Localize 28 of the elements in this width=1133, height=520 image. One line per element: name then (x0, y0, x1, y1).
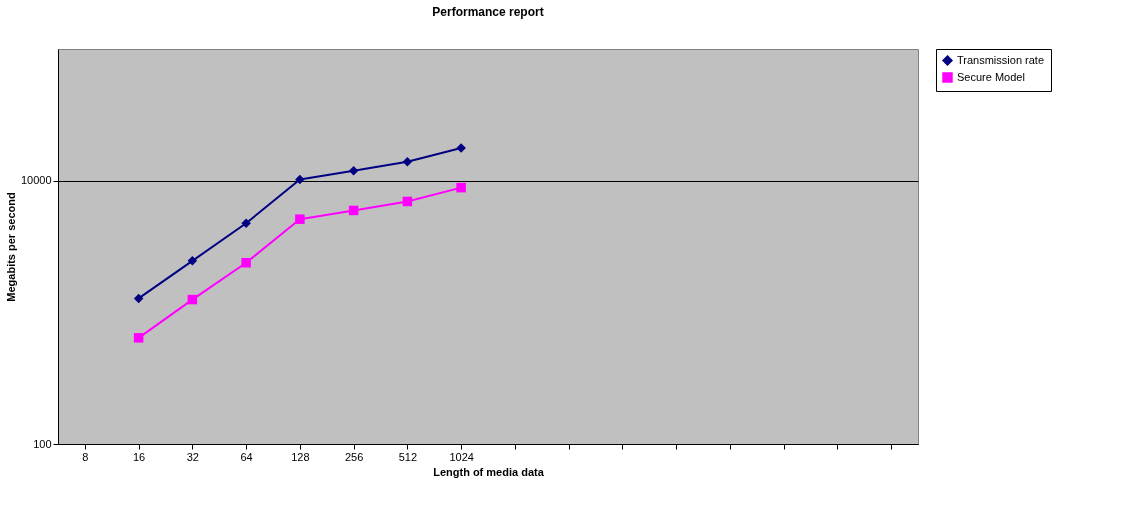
point (348, 165, 359, 176)
x-tick-label: 128 (291, 450, 310, 463)
point (295, 174, 305, 185)
point (133, 293, 144, 304)
x-tick-label: 16 (133, 450, 146, 463)
point (187, 256, 198, 266)
x-tick-label: 32 (186, 450, 199, 463)
point (348, 205, 359, 216)
point (402, 157, 413, 167)
point (133, 333, 144, 343)
legend-label: Transmission rate (957, 53, 1045, 66)
point (241, 218, 251, 228)
point (241, 258, 251, 268)
chart-title: Performance report (432, 4, 544, 19)
legend-label: Secure Model (957, 70, 1025, 83)
point (456, 182, 466, 193)
y-axis-title: Megabits per second (4, 192, 17, 302)
x-tick-label: 1024 (449, 450, 474, 463)
point (402, 196, 413, 207)
point (187, 294, 198, 305)
x-axis-title: Length of media data (433, 465, 545, 478)
y-tick-label: 10000 (20, 174, 52, 187)
y-tick-label: 100 (33, 437, 52, 450)
point (295, 214, 305, 224)
x-tick-label: 8 (82, 450, 89, 463)
x-tick-label: 64 (240, 450, 253, 463)
x-tick-label: 256 (344, 450, 364, 463)
x-tick-label: 512 (398, 450, 418, 463)
